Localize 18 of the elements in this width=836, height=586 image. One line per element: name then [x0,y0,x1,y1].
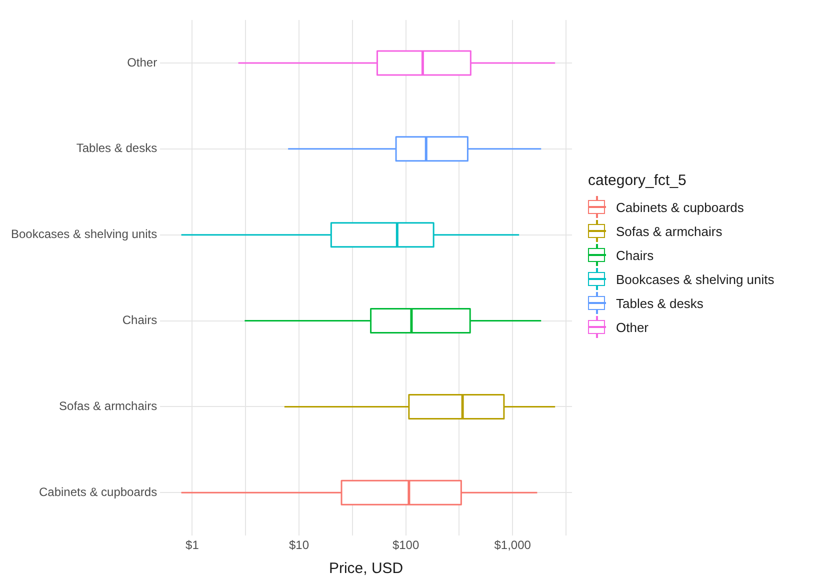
legend-label: Other [616,320,649,334]
legend-title: category_fct_5 [588,172,688,189]
x-tick-label: $1 [186,538,200,552]
legend-label: Cabinets & cupboards [616,200,744,214]
x-axis-title: Price, USD [328,560,404,578]
y-tick-label: Sofas & armchairs [59,399,158,414]
legend-label: Tables & desks [616,296,704,310]
y-tick-label: Other [127,55,158,70]
y-tick-label: Cabinets & cupboards [39,484,158,499]
legend-label: Chairs [616,248,654,262]
y-tick-label: Bookcases & shelving units [10,227,158,242]
x-tick-label: $1,000 [494,538,532,552]
x-tick-label: $10 [289,538,310,552]
y-tick-label: Tables & desks [76,141,158,156]
legend-label: Bookcases & shelving units [616,272,774,286]
x-tick-label: $100 [392,538,420,552]
legend-label: Sofas & armchairs [616,224,722,238]
y-tick-label: Chairs [122,313,158,328]
